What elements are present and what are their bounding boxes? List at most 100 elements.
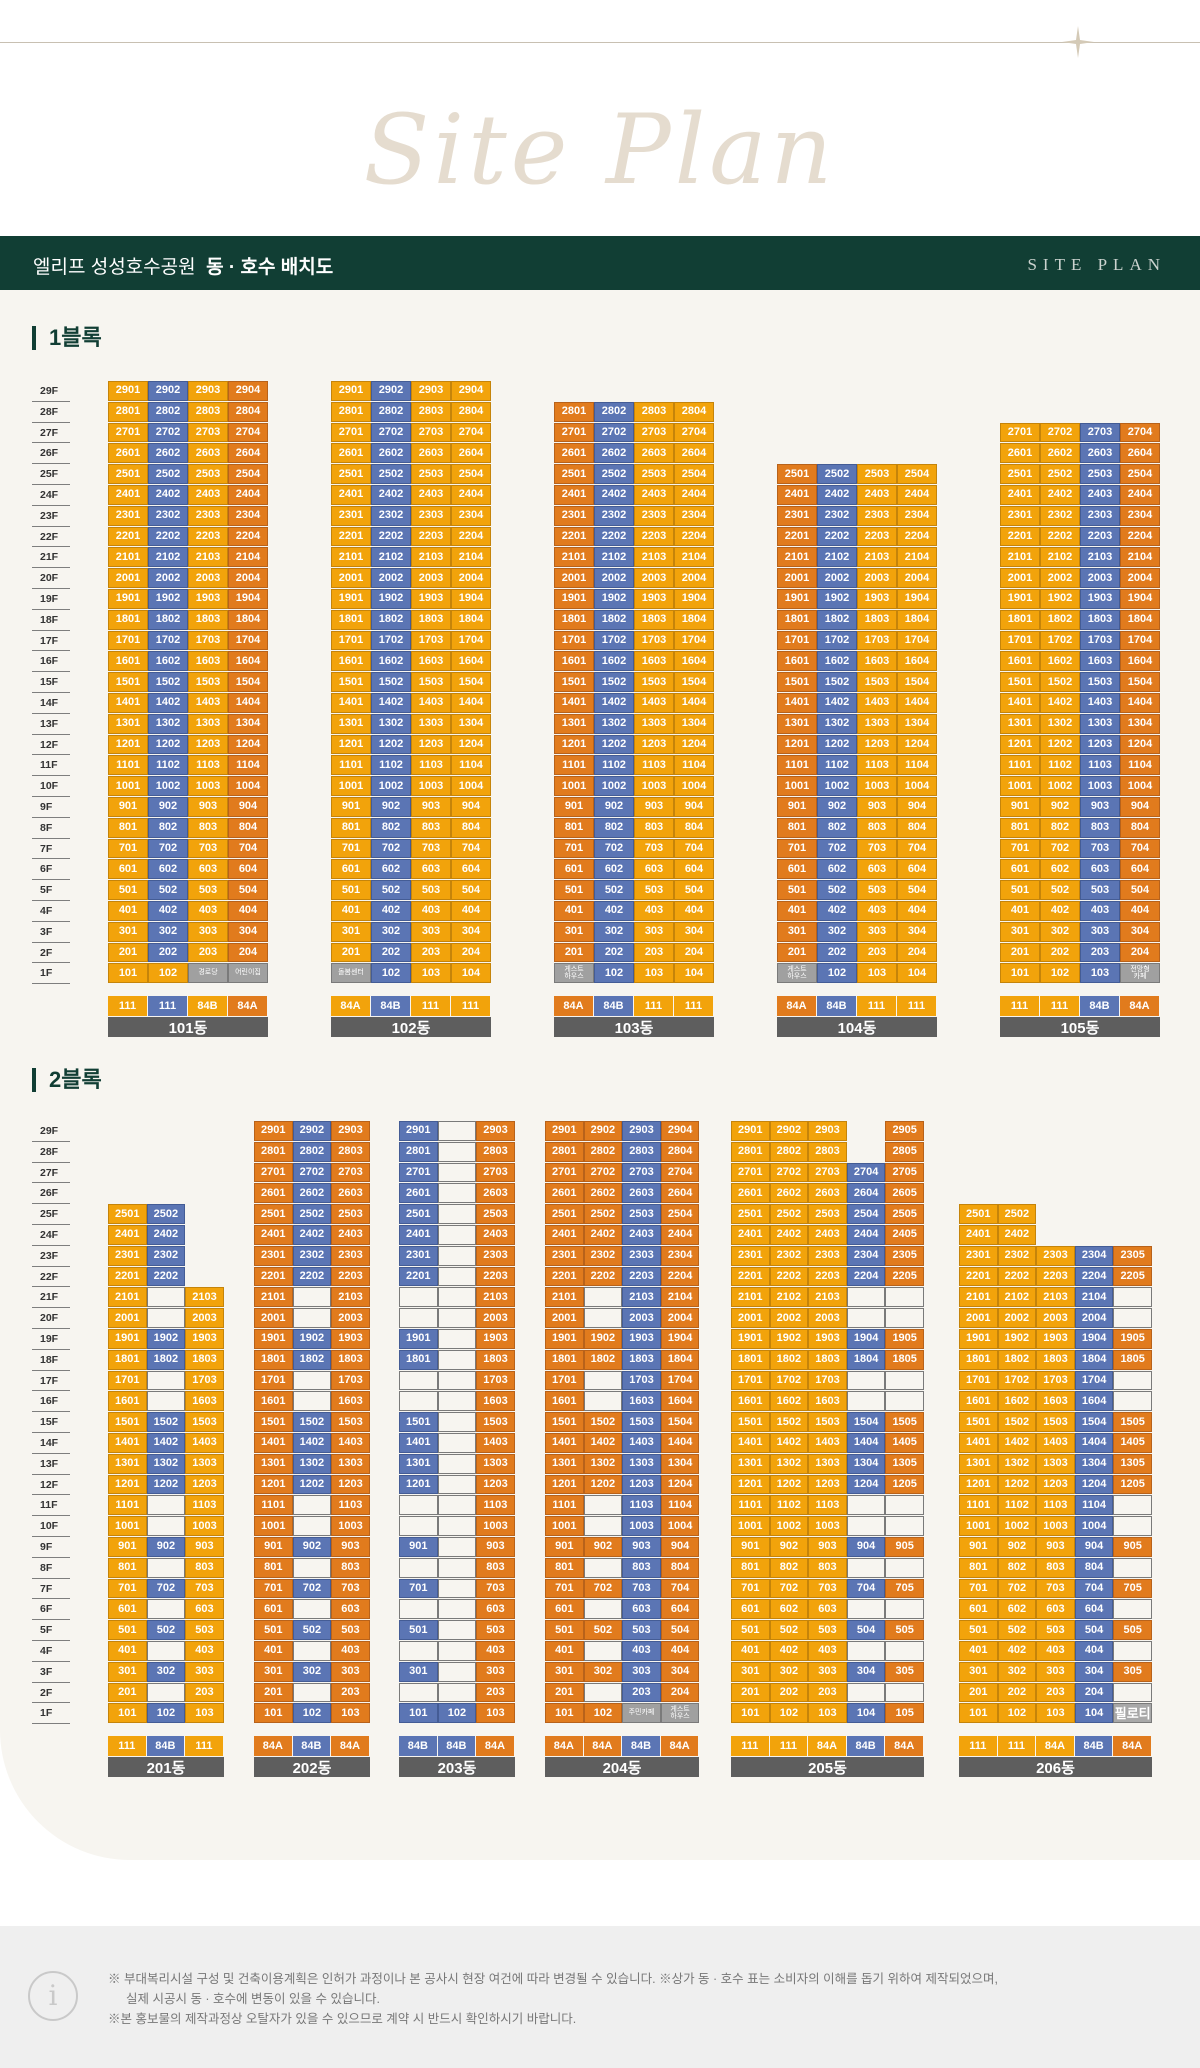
unit-type: 84B: [146, 1736, 185, 1757]
empty-unit: [437, 1537, 477, 1557]
unit: 2602: [1040, 443, 1080, 464]
unit-type: 84B: [437, 1736, 476, 1757]
unit: 303: [185, 1661, 224, 1682]
floor-label: 11F: [32, 755, 70, 777]
unit: 902: [583, 1537, 623, 1557]
floor-label: 6F: [32, 1599, 70, 1621]
floor-label: 29F: [32, 1121, 70, 1142]
top-divider: [0, 42, 1200, 43]
unit: 2803: [634, 401, 674, 422]
unit: 1503: [634, 672, 674, 692]
unit: 702: [148, 838, 188, 859]
unit: 1502: [1040, 672, 1080, 692]
unit: 1202: [146, 1474, 186, 1495]
unit: 1503: [476, 1412, 515, 1432]
unit: 903: [188, 797, 228, 817]
unit: 401: [108, 901, 148, 921]
unit: 1902: [594, 589, 634, 609]
unit: 104: [674, 963, 714, 984]
unit: 603: [185, 1599, 224, 1620]
unit: 1402: [146, 1433, 186, 1453]
unit: 1402: [594, 693, 634, 713]
unit: 102: [437, 1703, 477, 1724]
unit: 1402: [371, 693, 411, 713]
unit: 801: [959, 1557, 998, 1578]
unit: 2503: [331, 1204, 370, 1224]
unit: 1504: [674, 672, 714, 692]
unit: 2003: [1036, 1308, 1075, 1328]
unit: 2103: [476, 1287, 515, 1308]
empty-unit: [1113, 1599, 1152, 1620]
unit: 2003: [185, 1308, 224, 1328]
unit: 203: [857, 942, 897, 963]
unit-type: 84A: [660, 1736, 699, 1757]
unit: 2303: [808, 1245, 847, 1266]
unit: 2404: [1120, 485, 1160, 505]
unit: 304: [1074, 1661, 1114, 1682]
unit: 1004: [228, 776, 268, 796]
unit: 804: [1120, 817, 1160, 838]
unit: 202: [1040, 942, 1080, 963]
unit: 404: [674, 901, 714, 921]
unit: 2601: [1000, 443, 1040, 464]
unit: 2505: [885, 1204, 924, 1224]
unit: 801: [254, 1557, 293, 1578]
unit: 202: [817, 942, 857, 963]
unit: 301: [959, 1661, 998, 1682]
unit: 2704: [451, 422, 491, 443]
empty-unit: [437, 1121, 477, 1141]
unit: 902: [817, 797, 857, 817]
unit: 1002: [1040, 776, 1080, 796]
unit: 2001: [254, 1308, 293, 1328]
unit: 1903: [188, 589, 228, 609]
unit: 703: [1036, 1578, 1075, 1599]
building-name: 101동: [108, 1017, 268, 1038]
floor-label: 16F: [32, 1391, 70, 1413]
unit: 503: [808, 1620, 847, 1640]
unit: 602: [594, 859, 634, 880]
unit: 2201: [554, 526, 594, 547]
unit: 2502: [292, 1204, 332, 1224]
unit: 1602: [594, 651, 634, 672]
unit: 503: [634, 880, 674, 900]
unit: 1801: [731, 1349, 770, 1370]
unit: 904: [660, 1537, 700, 1557]
unit: 1302: [594, 713, 634, 734]
unit: 2401: [731, 1225, 770, 1245]
unit: 2802: [583, 1141, 623, 1162]
unit: 2003: [188, 568, 228, 588]
unit: 1902: [371, 589, 411, 609]
unit: 2904: [228, 381, 268, 401]
unit: 1902: [817, 589, 857, 609]
unit: 2403: [808, 1225, 847, 1245]
unit: 2303: [857, 505, 897, 526]
building-name: 203동: [399, 1757, 515, 1778]
unit: 104: [451, 963, 491, 984]
unit: 2802: [148, 401, 188, 422]
floor-label: 24F: [32, 485, 70, 506]
unit: 2202: [997, 1266, 1037, 1287]
unit: 2002: [1040, 568, 1080, 588]
unit: 502: [292, 1620, 332, 1640]
unit: 2802: [292, 1141, 332, 1162]
floor-label: 18F: [32, 610, 70, 631]
unit: 2703: [622, 1162, 661, 1183]
unit: 2804: [451, 401, 491, 422]
unit: 2403: [476, 1225, 515, 1245]
unit: 2201: [731, 1266, 770, 1287]
unit: 1301: [108, 1453, 147, 1474]
unit: 302: [371, 921, 411, 942]
unit: 2202: [146, 1266, 186, 1287]
unit: 804: [1074, 1557, 1114, 1578]
unit: 1303: [1036, 1453, 1075, 1474]
unit: 1302: [769, 1453, 809, 1474]
unit: 1103: [808, 1495, 847, 1516]
unit: 2803: [476, 1141, 515, 1162]
unit: 2405: [885, 1225, 924, 1245]
unit: 1704: [897, 630, 937, 651]
empty-unit: [399, 1308, 438, 1328]
unit: 1103: [476, 1495, 515, 1516]
unit: 803: [808, 1557, 847, 1578]
unit: 603: [634, 859, 674, 880]
unit: 2703: [1080, 422, 1120, 443]
